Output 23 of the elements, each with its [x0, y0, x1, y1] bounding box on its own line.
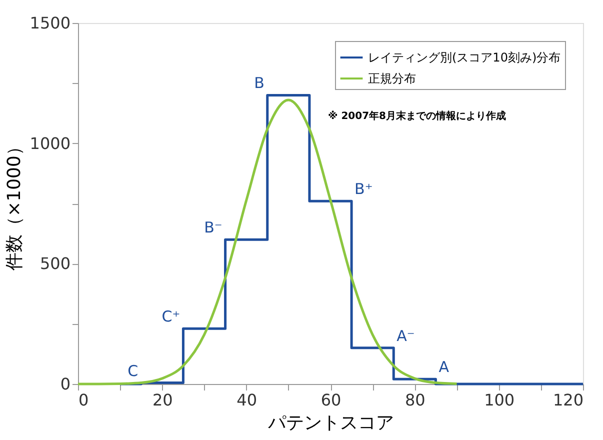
annotation: ※ 2007年8月末までの情報により作成: [328, 110, 506, 122]
y-tick-label: 500: [40, 254, 70, 274]
x-tick-label: 100: [484, 390, 515, 410]
annotation: A: [438, 358, 450, 376]
x-tick-label: 40: [236, 390, 258, 410]
annotation: B⁺: [354, 180, 373, 198]
y-tick-label: 0: [60, 374, 70, 394]
y-tick-label: 1000: [30, 134, 70, 153]
legend-label: レイティング別(スコア10刻み)分布: [368, 50, 561, 64]
annotation: B: [254, 74, 264, 92]
x-tick-label: 20: [152, 390, 173, 410]
annotation: C⁺: [162, 308, 180, 326]
y-tick-label: 1500: [30, 14, 70, 32]
x-tick-label: 120: [552, 390, 584, 410]
x-axis-title: パテントスコア: [267, 412, 394, 434]
x-tick-label: 80: [404, 390, 426, 410]
x-tick-label: 60: [320, 390, 342, 410]
annotation: B⁻: [204, 218, 222, 237]
annotation: A⁻: [396, 326, 415, 345]
x-tick-label: 0: [78, 390, 89, 410]
annotation: C: [128, 362, 138, 380]
legend-label: 正規分布: [368, 72, 416, 86]
y-axis-title: 件数（×1000）: [4, 138, 25, 270]
